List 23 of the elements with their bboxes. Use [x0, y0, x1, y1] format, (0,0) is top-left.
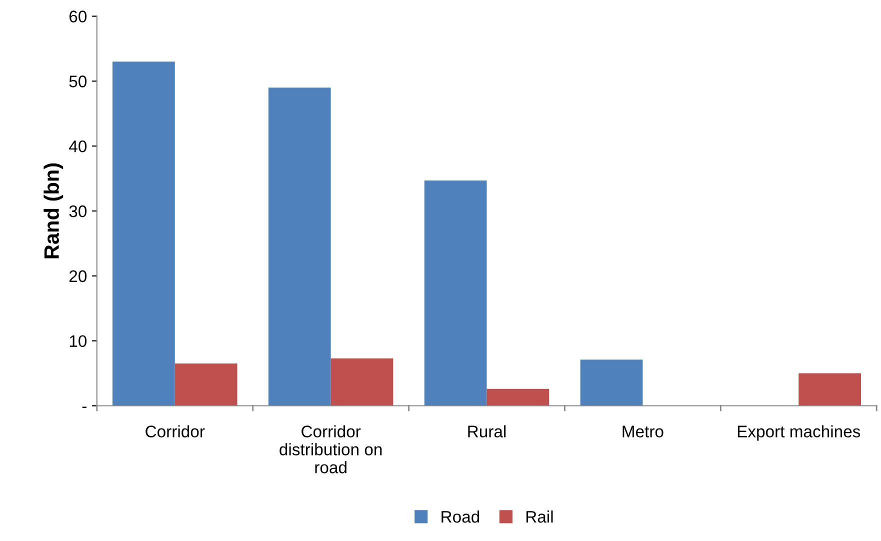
x-tick-label: Corridor distribution on road — [280, 425, 382, 474]
x-tick-label: Metro — [622, 426, 664, 438]
y-tick-label: 20 — [69, 270, 87, 282]
bar — [580, 360, 643, 406]
x-tick-label: Rural — [468, 425, 506, 438]
bar — [486, 388, 550, 406]
y-tick-label: 60 — [70, 10, 87, 22]
y-tick-label: 10 — [70, 335, 87, 348]
y-tick-label: 40 — [69, 140, 87, 152]
bar — [268, 88, 331, 406]
bar — [174, 364, 238, 406]
bar — [330, 358, 394, 406]
x-tick-label: Corridor — [146, 425, 205, 438]
y-tick-label: - — [82, 406, 86, 408]
y-tick-label: 30 — [69, 205, 87, 218]
y-tick-label: 50 — [69, 76, 87, 88]
legend-label: Rail — [526, 510, 553, 523]
bar — [112, 62, 175, 406]
bar — [424, 180, 487, 406]
y-axis-title: Rand (bn) — [44, 163, 64, 258]
x-tick-label: Export machines — [738, 425, 860, 441]
bar — [798, 373, 861, 406]
legend-label: Road — [442, 510, 480, 523]
